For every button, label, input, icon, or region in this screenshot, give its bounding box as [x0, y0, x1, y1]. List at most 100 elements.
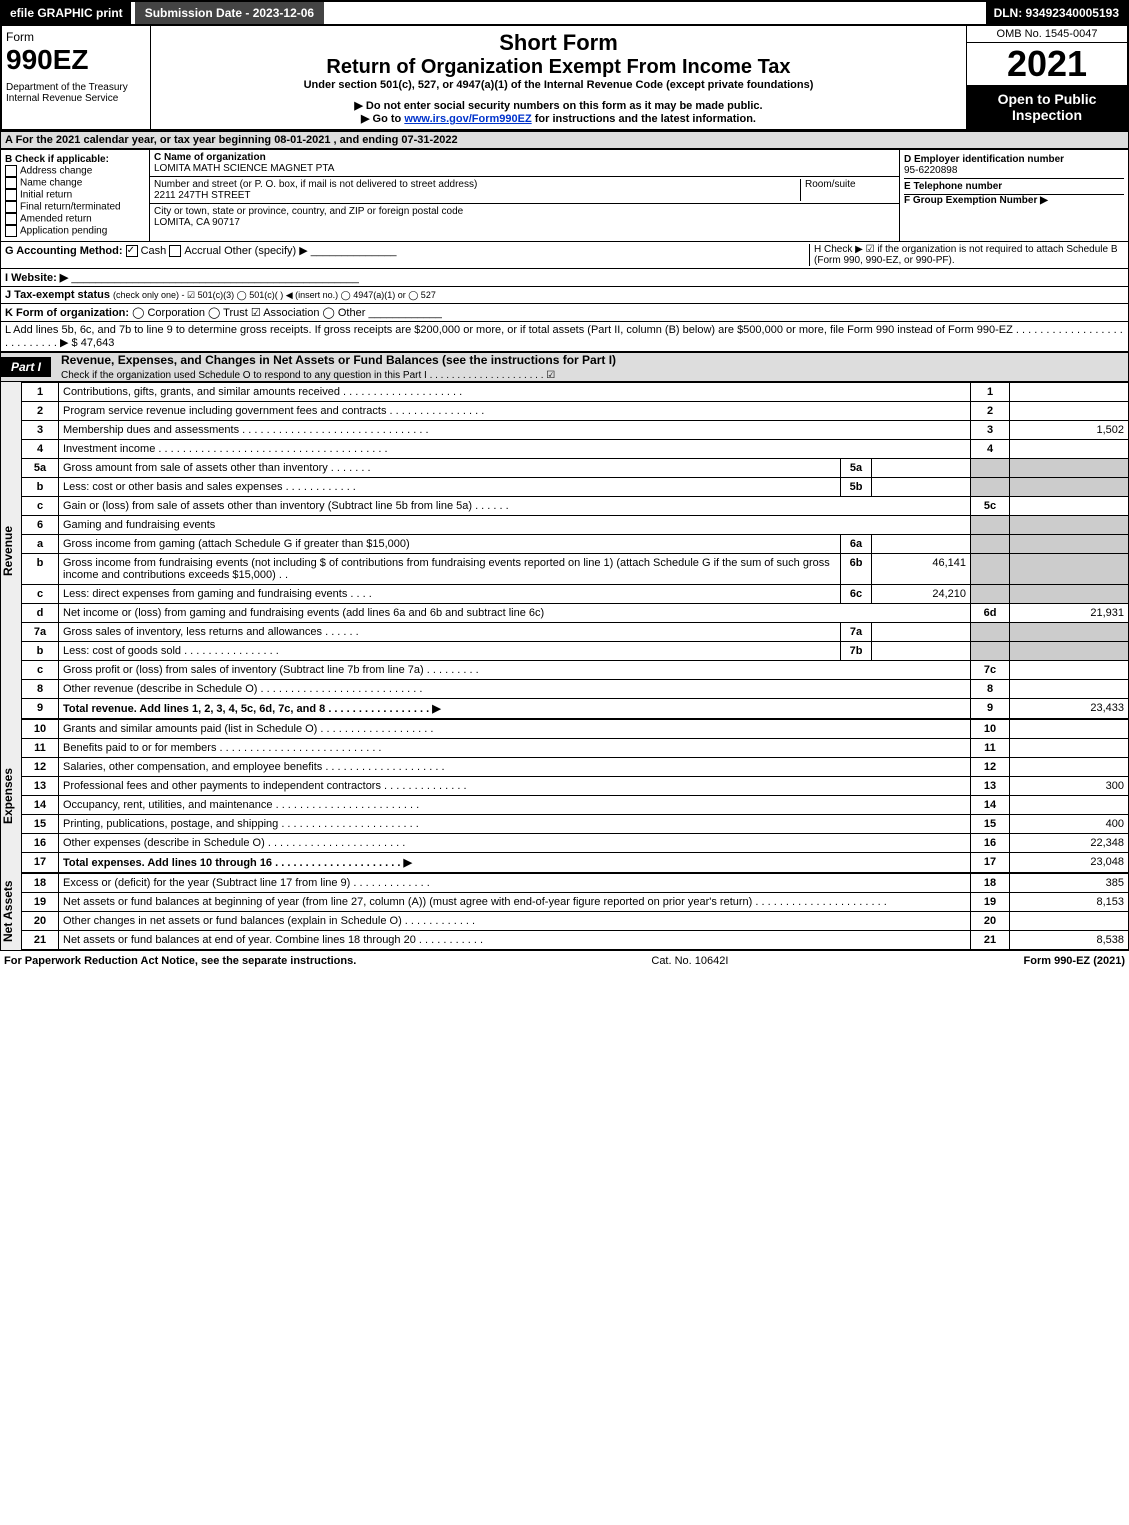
j-label: J Tax-exempt status	[5, 289, 110, 301]
part1-subtitle: Check if the organization used Schedule …	[61, 370, 555, 381]
return-title: Return of Organization Exempt From Incom…	[155, 56, 962, 79]
chk-accrual[interactable]	[169, 245, 181, 257]
expenses-table: 10Grants and similar amounts paid (list …	[21, 719, 1129, 873]
form-header: Form 990EZ Department of the Treasury In…	[0, 26, 1129, 131]
netassets-table: 18Excess or (deficit) for the year (Subt…	[21, 873, 1129, 950]
city-value: LOMITA, CA 90717	[154, 217, 240, 228]
chk-cash[interactable]	[126, 245, 138, 257]
row-g: G Accounting Method: Cash Accrual Other …	[5, 244, 809, 266]
submission-date: Submission Date - 2023-12-06	[135, 2, 324, 24]
row-l: L Add lines 5b, 6c, and 7b to line 9 to …	[0, 322, 1129, 352]
ein-block: D Employer identification number 95-6220…	[904, 152, 1124, 179]
part1-title: Revenue, Expenses, and Changes in Net As…	[51, 353, 1128, 381]
g-other: Other (specify) ▶	[224, 245, 308, 257]
form-text: Form	[6, 30, 146, 44]
k-label: K Form of organization:	[5, 307, 129, 319]
line-5c: cGain or (loss) from sale of assets othe…	[22, 497, 1129, 516]
line-4: 4Investment income . . . . . . . . . . .…	[22, 440, 1129, 459]
section-a-period: A For the 2021 calendar year, or tax yea…	[0, 131, 1129, 149]
line-6a: aGross income from gaming (attach Schedu…	[22, 535, 1129, 554]
form-number: 990EZ	[6, 44, 146, 76]
line-5b: bLess: cost or other basis and sales exp…	[22, 478, 1129, 497]
line-10: 10Grants and similar amounts paid (list …	[22, 720, 1129, 739]
box-b-title: B Check if applicable:	[5, 154, 145, 165]
line-11: 11Benefits paid to or for members . . . …	[22, 739, 1129, 758]
chk-address[interactable]: Address change	[5, 165, 145, 177]
org-name-block: C Name of organization LOMITA MATH SCIEN…	[150, 150, 899, 177]
chk-final[interactable]: Final return/terminated	[5, 201, 145, 213]
line-16: 16Other expenses (describe in Schedule O…	[22, 834, 1129, 853]
row-g-h: G Accounting Method: Cash Accrual Other …	[0, 242, 1129, 269]
box-d-e-f: D Employer identification number 95-6220…	[900, 150, 1128, 241]
group-label: F Group Exemption Number ▶	[904, 195, 1048, 206]
org-info-grid: B Check if applicable: Address change Na…	[0, 149, 1129, 242]
revenue-table: 1Contributions, gifts, grants, and simil…	[21, 382, 1129, 719]
irs-label: Internal Revenue Service	[6, 93, 146, 104]
street-label: Number and street (or P. O. box, if mail…	[154, 179, 477, 190]
chk-name[interactable]: Name change	[5, 177, 145, 189]
open-to-public: Open to Public Inspection	[967, 85, 1127, 129]
city-label: City or town, state or province, country…	[154, 206, 463, 217]
g-label: G Accounting Method:	[5, 245, 123, 257]
note2-pre: ▶ Go to	[361, 113, 404, 125]
street-value: 2211 247TH STREET	[154, 190, 251, 201]
city-block: City or town, state or province, country…	[150, 204, 899, 230]
line-7c: cGross profit or (loss) from sales of in…	[22, 661, 1129, 680]
side-expenses: Expenses	[1, 719, 21, 873]
top-bar: efile GRAPHIC print Submission Date - 20…	[0, 0, 1129, 26]
chk-pending[interactable]: Application pending	[5, 225, 145, 237]
line-6d: dNet income or (loss) from gaming and fu…	[22, 604, 1129, 623]
org-name: LOMITA MATH SCIENCE MAGNET PTA	[154, 163, 334, 174]
line-14: 14Occupancy, rent, utilities, and mainte…	[22, 796, 1129, 815]
footer-left: For Paperwork Reduction Act Notice, see …	[4, 955, 356, 967]
line-7b: bLess: cost of goods sold . . . . . . . …	[22, 642, 1129, 661]
line-20: 20Other changes in net assets or fund ba…	[22, 912, 1129, 931]
header-left: Form 990EZ Department of the Treasury In…	[2, 26, 151, 129]
irs-link[interactable]: www.irs.gov/Form990EZ	[404, 113, 531, 125]
dept-label: Department of the Treasury	[6, 82, 146, 93]
netassets-section: Net Assets 18Excess or (deficit) for the…	[0, 873, 1129, 950]
line-13: 13Professional fees and other payments t…	[22, 777, 1129, 796]
tel-label: E Telephone number	[904, 181, 1002, 192]
dln-label: DLN: 93492340005193	[986, 2, 1127, 24]
line-5a: 5aGross amount from sale of assets other…	[22, 459, 1129, 478]
street-block: Number and street (or P. O. box, if mail…	[150, 177, 899, 204]
box-c: C Name of organization LOMITA MATH SCIEN…	[150, 150, 900, 241]
line-21: 21Net assets or fund balances at end of …	[22, 931, 1129, 950]
line-17: 17Total expenses. Add lines 10 through 1…	[22, 853, 1129, 873]
group-block: F Group Exemption Number ▶	[904, 195, 1124, 206]
line-2: 2Program service revenue including gover…	[22, 402, 1129, 421]
footer-right: Form 990-EZ (2021)	[1024, 955, 1125, 967]
row-i: I Website: ▶ ___________________________…	[0, 269, 1129, 287]
subtitle: Under section 501(c), 527, or 4947(a)(1)…	[155, 79, 962, 91]
side-netassets: Net Assets	[1, 873, 21, 950]
part1-header: Part I Revenue, Expenses, and Changes in…	[0, 352, 1129, 382]
note-link: ▶ Go to www.irs.gov/Form990EZ for instru…	[155, 112, 962, 125]
j-detail: (check only one) - ☑ 501(c)(3) ◯ 501(c)(…	[113, 290, 436, 300]
tax-year: 2021	[967, 43, 1127, 85]
org-name-label: C Name of organization	[154, 152, 266, 163]
note-ssn: ▶ Do not enter social security numbers o…	[155, 99, 962, 112]
row-h: H Check ▶ ☑ if the organization is not r…	[809, 244, 1124, 266]
ein-label: D Employer identification number	[904, 154, 1064, 165]
line-7a: 7aGross sales of inventory, less returns…	[22, 623, 1129, 642]
line-8: 8Other revenue (describe in Schedule O) …	[22, 680, 1129, 699]
box-b: B Check if applicable: Address change Na…	[1, 150, 150, 241]
line-6: 6Gaming and fundraising events	[22, 516, 1129, 535]
header-right: OMB No. 1545-0047 2021 Open to Public In…	[966, 26, 1127, 129]
line-9: 9Total revenue. Add lines 1, 2, 3, 4, 5c…	[22, 699, 1129, 719]
row-j: J Tax-exempt status (check only one) - ☑…	[0, 287, 1129, 304]
i-label: I Website: ▶	[5, 272, 68, 284]
short-form-title: Short Form	[155, 30, 962, 56]
line-19: 19Net assets or fund balances at beginni…	[22, 893, 1129, 912]
chk-amended[interactable]: Amended return	[5, 213, 145, 225]
chk-initial[interactable]: Initial return	[5, 189, 145, 201]
page-footer: For Paperwork Reduction Act Notice, see …	[0, 950, 1129, 971]
k-detail: ◯ Corporation ◯ Trust ☑ Association ◯ Ot…	[132, 307, 365, 319]
room-suite: Room/suite	[800, 179, 895, 201]
line-12: 12Salaries, other compensation, and empl…	[22, 758, 1129, 777]
line-18: 18Excess or (deficit) for the year (Subt…	[22, 874, 1129, 893]
footer-mid: Cat. No. 10642I	[651, 955, 728, 967]
ein-value: 95-6220898	[904, 165, 957, 176]
line-1: 1Contributions, gifts, grants, and simil…	[22, 383, 1129, 402]
